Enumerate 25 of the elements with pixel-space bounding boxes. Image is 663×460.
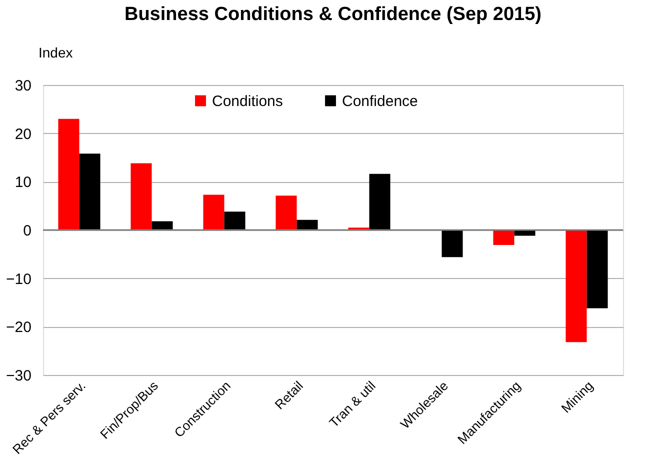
bar (442, 230, 463, 258)
bar (79, 154, 100, 230)
y-tick-label: 20 (14, 126, 32, 143)
bar (586, 230, 608, 308)
bar (493, 230, 514, 245)
bar (203, 194, 224, 230)
chart-title: Business Conditions & Confidence (Sep 2015) (124, 4, 542, 25)
x-tick-label: Tran & util (326, 378, 379, 430)
bar (566, 230, 587, 342)
bar (152, 221, 173, 230)
y-tick-label: 30 (14, 78, 32, 94)
bar (369, 174, 390, 230)
y-tick-label: −30 (6, 368, 32, 384)
bar (130, 163, 152, 230)
bar (224, 212, 246, 230)
bar (276, 196, 297, 230)
y-tick-label: −10 (6, 270, 32, 288)
y-tick-label: −20 (6, 319, 32, 336)
legend-label: Conditions (212, 92, 283, 110)
y-axis-title: Index (38, 44, 73, 60)
legend-label: Confidence (342, 92, 418, 110)
bar (58, 118, 80, 230)
bar (296, 220, 318, 230)
y-tick-label: 10 (14, 174, 32, 192)
y-tick-label: 0 (23, 222, 32, 240)
